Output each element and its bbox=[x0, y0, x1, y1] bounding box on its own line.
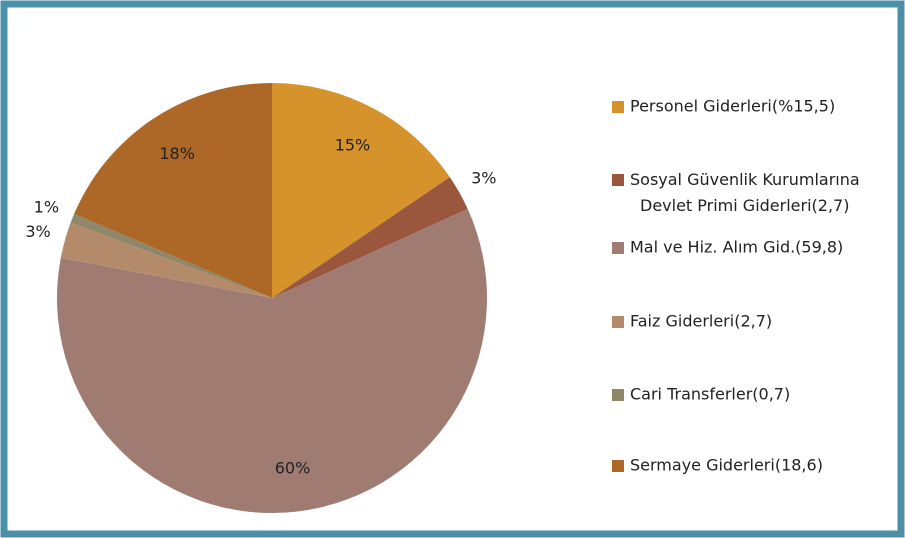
pie-slice bbox=[272, 83, 450, 298]
legend-swatch bbox=[612, 389, 624, 401]
legend-label: Personel Giderleri(%15,5) bbox=[630, 97, 835, 116]
legend-swatch bbox=[612, 316, 624, 328]
legend-swatch bbox=[612, 460, 624, 472]
pie-slice bbox=[272, 177, 468, 298]
legend-swatch bbox=[612, 174, 624, 186]
pie-slice bbox=[56, 208, 488, 514]
data-label: 3% bbox=[471, 168, 496, 187]
legend-label: Cari Transferler(0,7) bbox=[630, 385, 790, 404]
data-label: 3% bbox=[25, 222, 50, 241]
legend-swatch bbox=[612, 242, 624, 254]
pie-slice bbox=[74, 83, 273, 298]
data-label: 1% bbox=[34, 197, 59, 216]
data-label: 18% bbox=[159, 144, 195, 163]
legend-swatch bbox=[612, 101, 624, 113]
legend-label: Sosyal Güvenlik Kurumlarına Devlet Primi … bbox=[630, 170, 860, 215]
legend-label: Faiz Giderleri(2,7) bbox=[630, 312, 772, 331]
data-label: 15% bbox=[335, 135, 371, 154]
pie-slice bbox=[60, 222, 272, 298]
legend-label: Mal ve Hiz. Alım Gid.(59,8) bbox=[630, 238, 843, 257]
legend-label: Sermaye Giderleri(18,6) bbox=[630, 456, 823, 475]
pie-slice bbox=[70, 213, 272, 298]
data-label: 60% bbox=[275, 458, 311, 477]
